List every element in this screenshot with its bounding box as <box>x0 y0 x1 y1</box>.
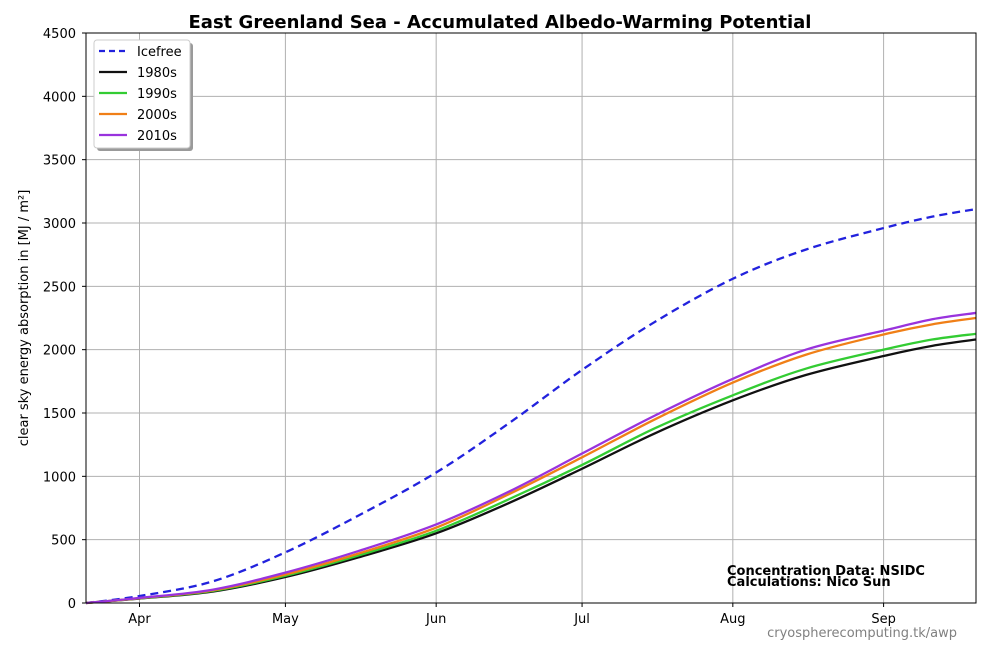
y-tick-label: 500 <box>51 534 76 549</box>
x-tick-label: Aug <box>720 612 745 627</box>
axis-ticks: 0 500 1000 1500 2000 2500 3000 3500 4000 4500 Apr M… <box>43 27 896 627</box>
series-line-1990s <box>85 332 977 605</box>
series-line-icefree <box>85 207 977 605</box>
y-tick-label: 3000 <box>43 217 76 232</box>
y-tick-label: 2500 <box>43 280 76 295</box>
y-tick-label: 3500 <box>43 154 76 169</box>
annotation-calculations: Calculations: Nico Sun <box>727 575 891 590</box>
legend-label-2000s: 2000s <box>137 108 177 123</box>
y-tick-label: 1500 <box>43 407 76 422</box>
x-tick-label: Sep <box>871 612 896 627</box>
y-tick-label: 1000 <box>43 470 76 485</box>
legend-label-2010s: 2010s <box>137 129 177 144</box>
x-tick-label: Apr <box>128 612 151 627</box>
credit-text: cryospherecomputing.tk/awp <box>767 626 957 641</box>
series-lines <box>85 207 977 605</box>
x-tick-label: May <box>272 612 299 627</box>
legend-box <box>93 39 191 149</box>
series-line-2000s <box>85 316 977 605</box>
x-tick-label: Jul <box>573 612 590 627</box>
annotation-data-source: Concentration Data: NSIDC <box>727 564 925 579</box>
x-tick-label: Jun <box>425 612 446 627</box>
grid <box>86 32 976 604</box>
legend-label-1990s: 1990s <box>137 87 177 102</box>
plot-frame <box>85 32 977 604</box>
chart-title: East Greenland Sea - Accumulated Albedo-… <box>189 12 812 33</box>
y-tick-label: 4000 <box>43 90 76 105</box>
y-axis-label: clear sky energy absorption in [MJ / m²] <box>17 190 32 447</box>
series-line-2010s <box>85 311 977 605</box>
y-tick-label: 4500 <box>43 27 76 42</box>
legend-label-icefree: Icefree <box>137 45 182 60</box>
legend: Icefree 1980s 1990s 2000s 2010s <box>93 39 193 151</box>
y-tick-label: 0 <box>68 597 76 612</box>
legend-label-1980s: 1980s <box>137 66 177 81</box>
y-tick-label: 2000 <box>43 344 76 359</box>
